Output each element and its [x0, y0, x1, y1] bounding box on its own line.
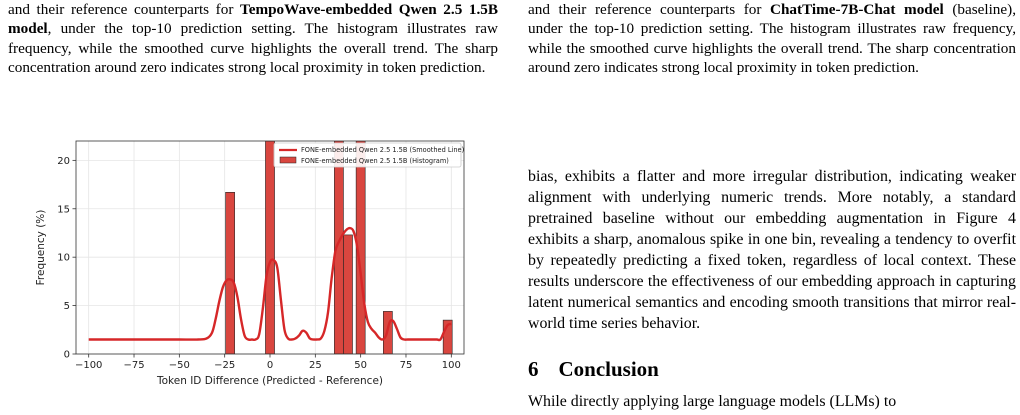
histogram-bar	[225, 192, 235, 354]
section-number: 6	[528, 357, 539, 381]
y-tick-label: 20	[57, 156, 70, 167]
x-tick-label: 100	[442, 360, 461, 371]
x-tick-label: 25	[309, 360, 322, 371]
section-heading: 6 Conclusion	[528, 356, 659, 382]
right-caption-model: ChatTime-7B-Chat model	[770, 1, 944, 18]
y-tick-label: 15	[57, 204, 70, 215]
token-difference-chart: −100 −75 −50 −25 0 25 50 75 100 0 5 10 15 20 Token ID …	[35, 140, 465, 387]
histogram-bar	[265, 141, 275, 354]
legend-line-label: FONE-embedded Qwen 2.5 1.5B (Smoothed Li…	[301, 146, 464, 154]
left-caption-post: , under the top-10 prediction setting. T…	[8, 20, 498, 77]
section-title: Conclusion	[558, 357, 659, 381]
x-tick-label: −75	[123, 360, 144, 371]
left-caption-model: TempoWave-embedded Qwen 2.5 1.5B model	[8, 1, 498, 38]
body-paragraph: bias, exhibits a flatter and more irregu…	[528, 168, 1016, 332]
y-tick-label: 10	[57, 253, 70, 264]
histogram-bar	[343, 234, 353, 354]
x-axis-label: Token ID Difference (Predicted - Referen…	[156, 375, 383, 387]
right-caption-post: (baseline), under the top-10 prediction …	[528, 1, 1016, 77]
x-tick-label: −25	[214, 360, 235, 371]
legend-box	[273, 142, 462, 168]
legend-bar-swatch	[279, 156, 297, 164]
legend-bar-label: FONE-embedded Qwen 2.5 1.5B (Histogram)	[301, 157, 449, 165]
smoothed-line	[88, 226, 452, 342]
conclusion-paragraph: While directly applying large language m…	[528, 393, 897, 410]
x-tick-label: 50	[354, 360, 367, 371]
right-caption-pre: and their reference counterparts for	[528, 1, 771, 18]
x-tick-label: −100	[75, 360, 102, 371]
x-tick-label: 75	[400, 360, 413, 371]
right-figure-caption: and their reference counterparts for Cha…	[528, 0, 1016, 78]
y-tick-label: 0	[64, 350, 70, 361]
y-tick-label: 5	[64, 301, 70, 312]
left-figure-caption: and their reference counterparts for Tem…	[8, 0, 498, 78]
x-tick-label: 0	[267, 360, 273, 371]
left-caption-pre: and their reference counterparts for	[8, 1, 240, 18]
y-axis-label: Frequency (%)	[35, 210, 47, 286]
x-tick-label: −50	[169, 360, 190, 371]
token-difference-figure: −100 −75 −50 −25 0 25 50 75 100 0 5 10 15 20 Token ID …	[28, 133, 478, 405]
